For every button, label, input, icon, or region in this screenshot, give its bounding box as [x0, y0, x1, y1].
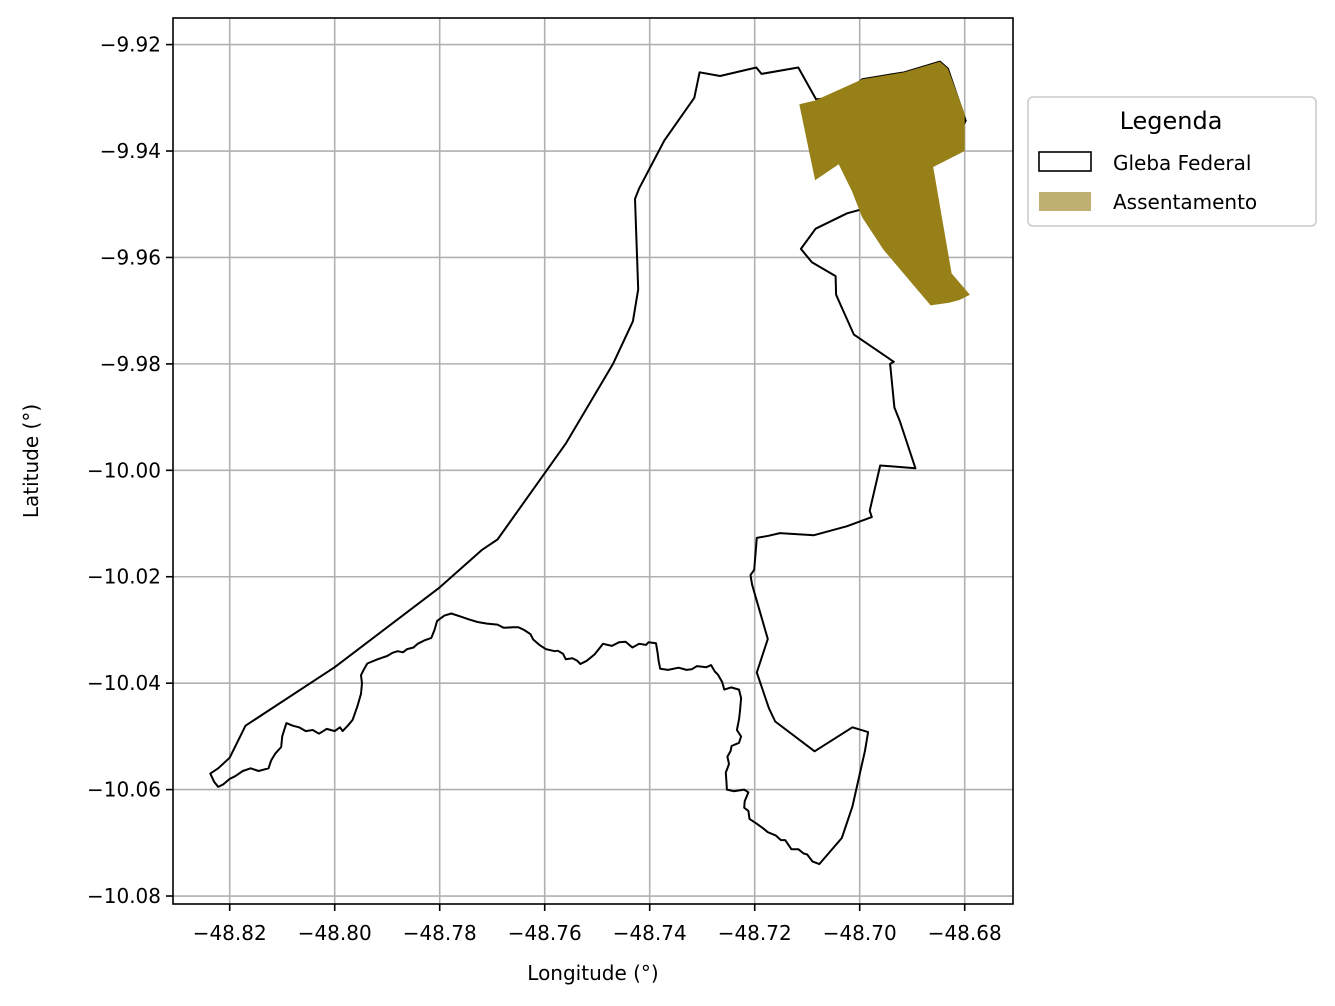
y-tick-label: −10.02 [87, 565, 161, 589]
x-tick-label: −48.76 [508, 921, 582, 945]
y-tick-label: −10.06 [87, 778, 161, 802]
x-tick-label: −48.70 [823, 921, 897, 945]
gleba-federal-outline [209, 60, 967, 866]
legend: Legenda Gleba Federal Assentamento [1027, 96, 1317, 227]
axis-ticks: −48.82 −48.80 −48.78 −48.76 −48.74 −48.72 −48.… [87, 33, 1002, 945]
x-tick-label: −48.80 [298, 921, 372, 945]
legend-swatch-gleba-federal [1038, 151, 1092, 172]
x-axis-title: Longitude (°) [527, 961, 658, 985]
grid [173, 18, 1013, 904]
y-tick-label: −10.00 [87, 458, 161, 482]
x-tick-label: −48.72 [718, 921, 792, 945]
y-axis-title: Latitude (°) [19, 404, 43, 518]
plot-data [209, 60, 970, 866]
y-tick-label: −9.92 [100, 33, 161, 57]
legend-label-assentamento: Assentamento [1113, 190, 1257, 214]
x-tick-label: −48.68 [928, 921, 1002, 945]
legend-box [1027, 96, 1317, 227]
assentamento-polygon [799, 61, 970, 306]
y-tick-label: −9.94 [100, 139, 161, 163]
x-tick-label: −48.74 [613, 921, 687, 945]
y-tick-label: −9.98 [100, 352, 161, 376]
y-tick-label: −9.96 [100, 245, 161, 269]
legend-swatch-assentamento [1039, 192, 1091, 211]
x-tick-label: −48.82 [193, 921, 267, 945]
y-tick-label: −10.04 [87, 671, 161, 695]
y-tick-label: −10.08 [87, 884, 161, 908]
x-tick-label: −48.78 [403, 921, 477, 945]
legend-label-gleba-federal: Gleba Federal [1113, 151, 1251, 175]
legend-title: Legenda [1120, 107, 1223, 135]
plot-frame [172, 17, 1014, 905]
